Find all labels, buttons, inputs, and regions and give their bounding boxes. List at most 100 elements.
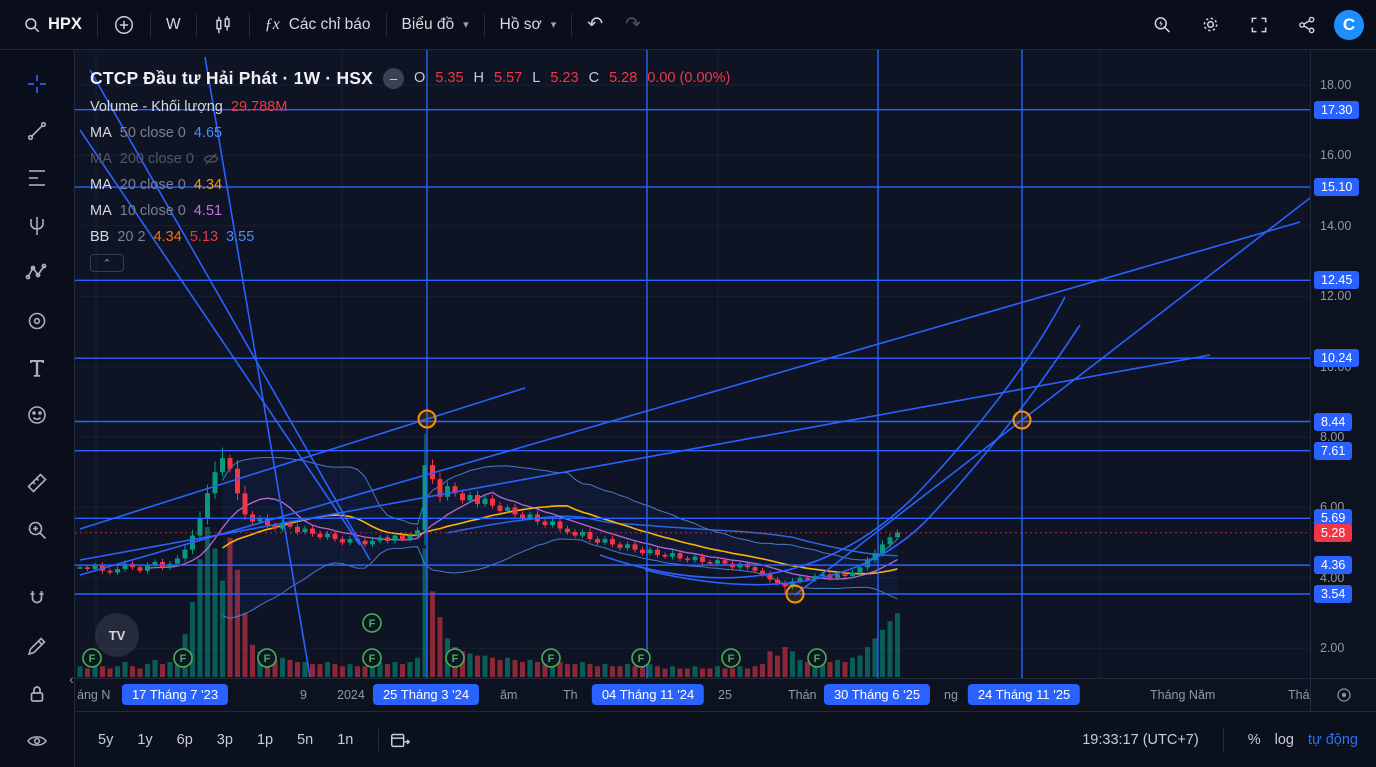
collapse-toolbar-button[interactable]: ‹ <box>69 671 74 687</box>
event-flag-letter: F <box>369 653 376 665</box>
broker-logo[interactable]: C <box>1334 9 1364 40</box>
legend-bb-row[interactable]: BB 20 2 4.34 5.13 3.55 <box>90 224 730 250</box>
chart-pane[interactable]: F F F F F F F F F F TV CTCP Đầu tư Hải Phát · 1W ·… <box>69 50 1310 687</box>
timeline-options-icon[interactable] <box>1335 686 1353 704</box>
indicator-value: 4.34 <box>193 177 223 193</box>
text-tool[interactable] <box>15 346 59 389</box>
candle-body <box>662 554 668 557</box>
chart-type-button[interactable] <box>201 7 245 43</box>
percent-scale-button[interactable]: % <box>1247 731 1261 748</box>
zoom-tool[interactable] <box>15 508 59 551</box>
settings-button[interactable] <box>1189 7 1232 43</box>
time-tick: Thá <box>1288 688 1310 702</box>
candle-body <box>175 558 180 564</box>
price-axis[interactable]: 18.0016.0014.0012.0010.008.006.004.002.0… <box>1310 50 1376 678</box>
candle-body <box>505 507 510 511</box>
volume-bar <box>145 664 150 677</box>
candle-body <box>482 498 488 504</box>
volume-bar <box>730 668 735 677</box>
legend-ma50-row[interactable]: MA 50 close 0 4.65 <box>90 120 730 146</box>
volume-bar <box>392 662 398 677</box>
emoji-tool[interactable] <box>15 394 59 437</box>
candle-body <box>677 553 683 559</box>
indicators-button[interactable]: ƒx Các chỉ báo <box>254 7 382 43</box>
eye-off-icon[interactable] <box>202 150 220 168</box>
volume-bar <box>152 659 158 677</box>
fib-retracement-tool[interactable] <box>15 157 59 200</box>
volume-bar <box>520 662 525 677</box>
volume-bar <box>542 662 548 677</box>
range-5y-button[interactable]: 5y <box>98 731 114 748</box>
profile-menu[interactable]: Hồ sơ ▾ <box>489 7 568 43</box>
share-button[interactable] <box>1286 7 1328 43</box>
divider <box>483 12 485 37</box>
pattern-tool[interactable] <box>15 252 59 295</box>
volume-bar <box>707 668 713 677</box>
fullscreen-button[interactable] <box>1238 7 1280 43</box>
symbol-search-button[interactable]: HPX <box>12 7 93 43</box>
candle-body <box>512 507 518 515</box>
crosshair-tool[interactable] <box>15 62 59 105</box>
legend-minus-button[interactable]: – <box>383 67 405 89</box>
price-line-label: 3.54 <box>1314 584 1353 603</box>
quick-search-button[interactable] <box>1141 7 1183 43</box>
undo-button[interactable]: ↶ <box>576 7 614 43</box>
indicator-params: 200 close 0 <box>119 151 194 167</box>
legend-ma10-row[interactable]: MA 10 close 0 4.51 <box>90 198 730 224</box>
legend-volume-row[interactable]: Volume - Khối lượng 29.788M <box>90 94 730 120</box>
magnet-tool[interactable] <box>15 577 59 620</box>
measure-tool[interactable] <box>15 461 59 504</box>
volume-bar <box>250 644 255 677</box>
date-line-label: 24 Tháng 11 '25 <box>967 684 1081 705</box>
interval-button[interactable]: W <box>155 7 192 43</box>
volume-bar <box>647 664 653 677</box>
volume-bar <box>535 662 540 677</box>
pitchfork-tool[interactable] <box>15 204 59 247</box>
range-3m-button[interactable]: 3p <box>216 731 233 748</box>
volume-bar <box>467 653 473 677</box>
volume-bar <box>640 666 645 677</box>
symbol-name: HPX <box>48 15 82 33</box>
volume-bar <box>775 655 780 677</box>
auto-scale-button[interactable]: tự động <box>1307 731 1358 748</box>
candle-body <box>182 549 188 559</box>
legend-ma200-row[interactable]: MA 200 close 0 <box>90 146 730 172</box>
time-axis[interactable]: áng N 9 2024 ăm Th 25 Thán ng Tháng Năm Thá 17 Thá… <box>75 678 1310 711</box>
log-scale-button[interactable]: log <box>1274 731 1294 748</box>
trend-line-tool[interactable] <box>15 109 59 152</box>
volume-bar <box>835 659 840 677</box>
shapes-tool[interactable] <box>15 299 59 342</box>
time-tick: 25 <box>718 688 732 702</box>
range-1d-button[interactable]: 1n <box>337 731 354 748</box>
legend-ma20-row[interactable]: MA 20 close 0 4.34 <box>90 172 730 198</box>
volume-value: 29.788M <box>230 99 288 115</box>
candle-body <box>587 532 593 540</box>
candle-body <box>887 537 893 545</box>
axis-corner[interactable] <box>1310 678 1376 711</box>
volume-bar <box>85 668 90 677</box>
range-5d-button[interactable]: 5n <box>297 731 314 748</box>
compare-add-button[interactable] <box>102 7 146 43</box>
top-toolbar: HPX W ƒx Các chỉ báo Biểu đồ ▾ <box>0 0 1376 50</box>
range-6m-button[interactable]: 6p <box>176 731 193 748</box>
indicators-label: Các chỉ báo <box>288 15 371 33</box>
volume-bar <box>895 613 900 677</box>
volume-bar <box>325 662 330 677</box>
goto-date-button[interactable] <box>389 729 411 751</box>
volume-bar <box>347 664 353 677</box>
high-value: 5.57 <box>494 70 523 86</box>
chart-layout-menu[interactable]: Biểu đồ ▾ <box>391 7 480 43</box>
hide-drawings-tool[interactable] <box>15 720 59 763</box>
chart-canvas[interactable]: F F F F F F F F F F TV <box>75 50 1310 678</box>
range-1y-button[interactable]: 1y <box>137 731 153 748</box>
candle-body <box>632 544 638 550</box>
lock-all-tool[interactable] <box>15 672 59 715</box>
legend-collapse-button[interactable]: ⌃ <box>90 254 124 272</box>
redo-button[interactable]: ↷ <box>614 7 652 43</box>
volume-bar <box>332 664 338 677</box>
clock[interactable]: 19:33:17 (UTC+7) <box>1082 731 1199 748</box>
draw-lock-tool[interactable] <box>15 625 59 668</box>
volume-bar <box>692 666 698 677</box>
legend-symbol-row[interactable]: CTCP Đầu tư Hải Phát · 1W · HSX – O 5.35 … <box>90 62 730 94</box>
range-1m-button[interactable]: 1p <box>256 731 274 748</box>
